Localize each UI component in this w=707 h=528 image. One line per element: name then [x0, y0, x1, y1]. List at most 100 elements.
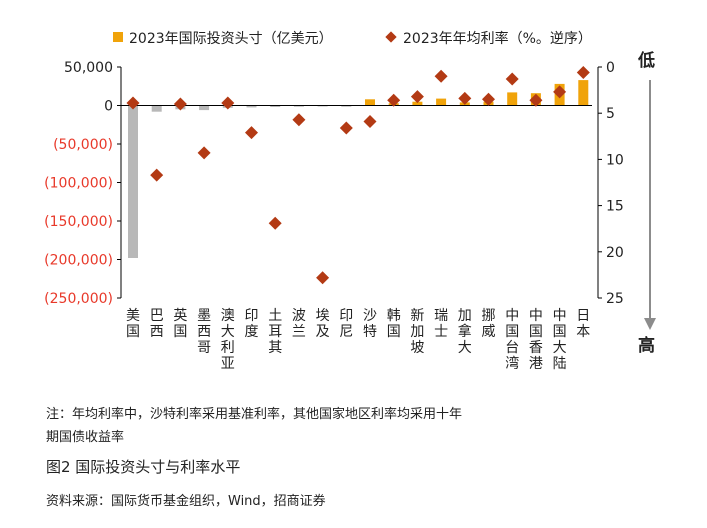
rate-marker	[387, 93, 401, 107]
category-label-char: 威	[482, 324, 496, 340]
category-label-char: 士	[434, 324, 448, 340]
bar	[341, 105, 352, 107]
category-label-char: 澳	[221, 308, 235, 324]
left-tick-label: (200,000)	[44, 253, 113, 269]
category-label-char: 中	[529, 308, 543, 324]
rate-marker	[316, 271, 330, 285]
category-label-char: 亚	[221, 356, 235, 372]
rate-marker	[292, 113, 306, 127]
right-tick-label: 10	[606, 152, 624, 168]
category-label-char: 度	[245, 324, 259, 340]
bar	[199, 105, 210, 111]
reverse-arrow-head	[644, 318, 656, 330]
category-label-char: 加	[410, 324, 424, 340]
category-label-char: 及	[316, 324, 330, 340]
category-label-char: 国	[529, 324, 543, 340]
category-label-char: 英	[173, 307, 187, 324]
category-label-char: 兰	[292, 324, 306, 340]
bar	[365, 99, 375, 106]
category-label-char: 巴	[150, 308, 164, 324]
category-label-char: 国	[173, 324, 187, 340]
rate-marker	[576, 66, 590, 79]
left-tick-label: 0	[104, 99, 113, 115]
legend: 2023年国际投资头寸（亿美元） 2023年年均利率（%。逆序）	[113, 30, 592, 47]
right-tick-label: 0	[606, 60, 615, 76]
category-label-char: 加	[458, 308, 472, 324]
category-label-char: 其	[268, 340, 282, 356]
rate-marker	[529, 93, 543, 107]
category-label-char: 哥	[197, 340, 211, 356]
bar	[151, 105, 162, 112]
category-label-char: 港	[529, 356, 543, 372]
category-label-char: 大	[553, 340, 567, 356]
category-label-char: 国	[126, 324, 140, 340]
category-label-char: 中	[505, 308, 519, 324]
right-axis-top-label: 低	[637, 50, 655, 71]
category-label-char: 瑞	[434, 308, 448, 324]
category-label-char: 挪	[482, 308, 496, 324]
source-text: 资料来源：国际货币基金组织，Wind，招商证券	[46, 494, 326, 509]
legend-bar-swatch	[113, 32, 123, 42]
rate-marker	[197, 146, 211, 160]
category-label-char: 日	[576, 308, 590, 324]
left-tick-label: 50,000	[64, 60, 113, 76]
category-label-char: 本	[576, 324, 590, 340]
category-label-char: 西	[197, 324, 211, 340]
bar	[436, 98, 447, 106]
category-label-char: 中	[553, 308, 567, 324]
bar	[293, 105, 304, 107]
category-label-char: 波	[292, 308, 306, 324]
note-line-1: 注：年均利率中，沙特利率采用基准利率，其他国家地区利率均采用十年	[46, 407, 463, 422]
left-tick-label: (150,000)	[44, 214, 113, 230]
rate-marker	[363, 115, 377, 128]
category-label-char: 台	[505, 340, 519, 356]
category-label-char: 新	[410, 308, 424, 324]
rate-marker	[434, 69, 448, 83]
category-label-char: 国	[387, 324, 401, 340]
category-label-char: 拿	[458, 323, 472, 340]
right-tick-label: 25	[606, 291, 624, 307]
bar	[128, 105, 138, 258]
category-label-char: 特	[363, 324, 377, 340]
rate-marker	[339, 121, 353, 135]
category-label-char: 美	[126, 308, 140, 324]
bar	[507, 92, 518, 106]
left-tick-label: (50,000)	[53, 137, 113, 153]
category-label-char: 埃	[316, 308, 330, 324]
category-label-char: 西	[150, 324, 164, 340]
rate-marker	[505, 72, 519, 86]
plot-area: 50,000 0 (50,000) (100,000) (150,000) (200,00…	[44, 60, 656, 372]
right-axis-bottom-label: 高	[638, 335, 655, 356]
category-label-char: 墨	[197, 308, 211, 324]
category-label-char: 坡	[410, 340, 424, 356]
right-tick-label: 15	[606, 199, 624, 215]
rate-marker	[268, 216, 282, 230]
category-label-char: 土	[268, 308, 282, 324]
rate-marker	[410, 90, 424, 104]
category-label-char: 印	[339, 308, 353, 324]
category-label-char: 尼	[339, 324, 353, 340]
left-tick-label: (100,000)	[44, 176, 113, 192]
category-label-char: 陆	[553, 356, 567, 372]
category-label-char: 国	[505, 324, 519, 340]
rate-marker	[150, 168, 164, 182]
bar	[270, 105, 281, 107]
rate-marker	[553, 85, 567, 99]
note-line-2: 期国债收益率	[46, 430, 125, 445]
legend-marker-label: 2023年年均利率（%。逆序）	[403, 30, 592, 47]
bar	[578, 80, 589, 106]
chart-svg: 2023年国际投资头寸（亿美元） 2023年年均利率（%。逆序） 低 高 50,…	[44, 30, 656, 372]
rate-marker	[482, 92, 495, 106]
bar	[412, 101, 423, 106]
category-label-char: 大	[221, 324, 235, 340]
figure-title: 图2 国际投资头寸与利率水平	[46, 458, 241, 476]
category-label-char: 利	[221, 340, 235, 356]
rate-marker	[126, 96, 140, 110]
category-label-char: 香	[529, 340, 543, 356]
rate-marker	[245, 126, 258, 140]
legend-bar-label: 2023年国际投资头寸（亿美元）	[129, 31, 333, 47]
rate-marker	[458, 91, 472, 105]
left-tick-label: (250,000)	[44, 291, 113, 307]
rate-marker	[221, 96, 235, 110]
category-label-char: 大	[458, 340, 472, 356]
